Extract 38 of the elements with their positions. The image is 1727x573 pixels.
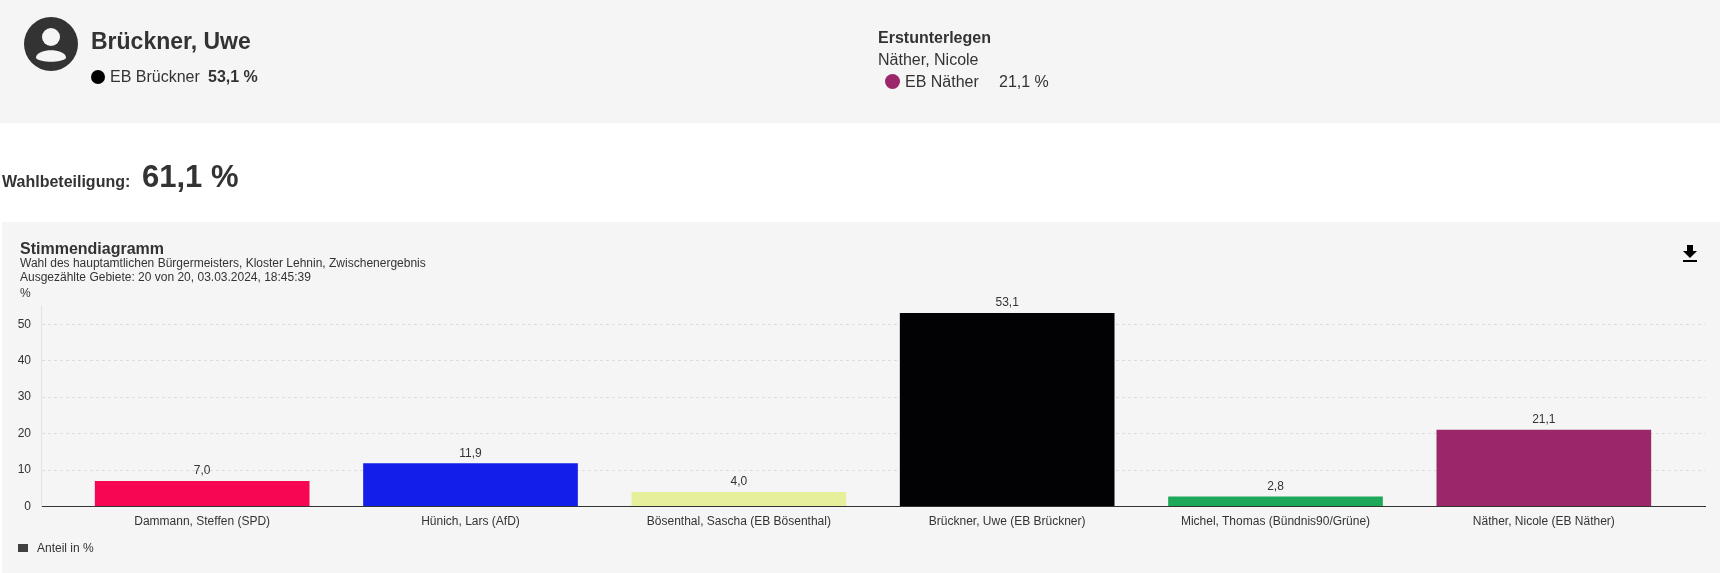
chart-subtitle: Wahl des hauptamtlichen Bürgermeisters, Kloster Lehnin, Zwischenergebnis	[20, 256, 426, 271]
data-label: 4,0	[730, 474, 748, 489]
bar	[94, 481, 310, 507]
x-tick-label: Hünich, Lars (AfD)	[421, 514, 520, 529]
x-tick-label: Brückner, Uwe (EB Brückner)	[928, 514, 1086, 529]
bar	[631, 492, 847, 507]
chart-title: Stimmendiagramm	[20, 239, 165, 259]
text: EB Näther	[905, 72, 979, 92]
text: EB Brückner	[110, 67, 200, 87]
x-tick-label: Dammann, Steffen (SPD)	[134, 514, 271, 529]
data-label: 2,8	[1267, 478, 1285, 493]
bar	[899, 312, 1115, 507]
bar	[1436, 429, 1652, 507]
x-tick-label: Bösenthal, Sascha (EB Bösenthal)	[646, 514, 831, 529]
y-axis-title: %	[20, 286, 31, 301]
text: Ausgezählte Gebiete: 20 von 20, 03.03.2024, 18:45:39	[20, 270, 311, 285]
y-tick-label: 0	[24, 498, 32, 513]
x-tick-label: Näther, Nicole (EB Näther)	[1472, 514, 1615, 529]
text: Anteil in %	[37, 541, 94, 555]
text: 21,1 %	[999, 72, 1049, 92]
text: Näther, Nicole	[878, 50, 979, 70]
text: Brückner, Uwe	[91, 27, 251, 55]
y-tick-label: 10	[17, 462, 32, 477]
y-tick-label: 40	[17, 353, 32, 368]
x-tick-label: Michel, Thomas (Bündnis90/Grüne)	[1180, 514, 1371, 529]
y-tick-label: 50	[17, 316, 32, 331]
data-label: 53,1	[995, 295, 1020, 310]
data-label: 11,9	[459, 445, 483, 460]
bar	[1168, 496, 1383, 507]
y-tick-label: 20	[17, 425, 32, 440]
bar	[363, 463, 578, 507]
text: 61,1 %	[142, 159, 239, 195]
data-label: 7,0	[193, 463, 211, 478]
text: 53,1 %	[208, 67, 258, 87]
y-tick-label: 30	[17, 389, 32, 404]
text: Wahlbeteiligung:	[2, 172, 131, 192]
data-label: 21,1	[1532, 411, 1556, 426]
text: Erstunterlegen	[878, 28, 991, 48]
